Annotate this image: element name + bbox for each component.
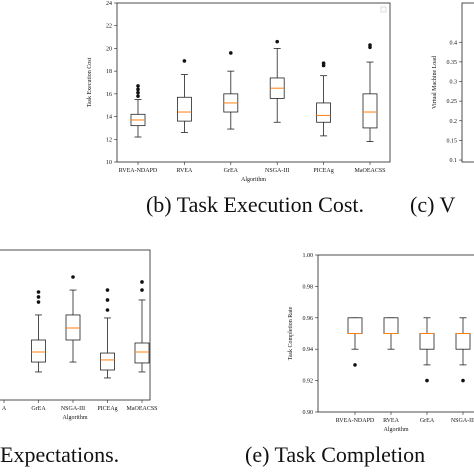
plot-frame [0,249,151,401]
subplot: 0.90 0.92 0.94 0.96 0.98 1.00 Task Completion … [245,253,474,467]
x-tick-label: RVEA-NDAPD [119,168,158,174]
outlier [36,290,41,294]
outlier [105,308,110,312]
y-axis-label: Task Completion Rate [288,306,294,360]
x-tick-label: PICEAg [313,168,333,174]
box [455,333,471,350]
box [316,102,332,123]
outlier [461,378,465,383]
box [347,317,363,334]
outlier [140,288,144,292]
y-tick-label: 0.25 [447,99,458,105]
y-tick-label: 0.2 [450,119,458,125]
caption: (c) V [410,192,456,217]
outlier [136,90,140,95]
x-axis-label: Algorithm [384,427,409,433]
y-axis-label: Task Execution Cost [87,57,93,107]
y-tick-label: 0.90 [303,410,314,416]
box [65,314,81,341]
y-tick-label: 0.1 [450,158,458,164]
box [383,317,399,334]
y-tick-label: 0.92 [303,379,314,385]
caption: (e) Task Completion [245,442,425,467]
x-tick-label: MaOEACSS [126,406,157,412]
y-tick-label: 0.94 [303,347,314,353]
subplot: 0.1 0.15 0.2 0.25 0.3 0.35 0.4 Virtual Machine … [410,2,474,217]
subplot: A GrEA NSGA-III PICEAg MaOEACSS Algorithm Expe… [0,249,158,467]
x-tick-label: RVEA [176,168,193,174]
y-tick-label: 0.15 [447,138,458,144]
outlier [275,39,280,44]
x-tick-label: GrEA [420,418,435,424]
plot-frame [116,2,391,163]
y-axis-label: Virtual Machine Load [432,56,438,109]
outlier [36,300,41,304]
outlier [36,295,41,299]
box [134,342,150,364]
x-tick-label: NSGA-III [61,406,85,412]
y-tick-label: 14 [106,115,112,121]
x-axis-label: Algorithm [63,415,88,421]
y-tick-label: 20 [106,46,112,52]
outlier [136,87,140,92]
x-tick-label: MaOEACSS [354,168,385,174]
y-tick-label: 0.98 [303,284,314,290]
y-tick-label: 0.35 [447,60,458,66]
y-tick-label: 0.4 [450,40,458,46]
x-tick-label: RVEA-NDAPD [336,418,375,424]
box [362,93,378,129]
box [31,339,46,363]
plot-frame [461,2,474,163]
y-tick-label: 12 [106,137,112,143]
outlier [105,288,110,292]
box [100,352,115,371]
x-tick-label: PICEAg [97,406,117,412]
outlier [182,59,187,63]
outlier [425,378,429,383]
legend-box [380,6,387,13]
y-tick-label: 0.96 [303,316,314,322]
x-tick-label: GrEA [31,406,46,412]
outlier [136,84,140,88]
outlier [368,43,372,47]
y-tick-label: 0.3 [450,80,458,86]
x-axis-label: Algorithm [241,177,266,183]
outlier [229,51,233,55]
subplot: 10 12 14 16 18 20 22 24 Task Execution Cost RVEA-… [87,1,391,217]
outlier [136,94,140,98]
x-tick-label: NSGA-III [265,168,289,174]
box [176,96,192,122]
outlier [140,280,144,284]
y-tick-label: 10 [106,160,112,166]
x-tick-label: RVEA [383,418,400,424]
outlier [321,61,326,65]
x-tick-label: GrEA [224,168,239,174]
y-tick-label: 16 [106,92,112,98]
caption: Expectations. [0,442,119,467]
plot-frame [317,254,474,413]
x-tick-label: NSGA-III [451,418,474,424]
y-tick-label: 18 [106,69,112,75]
outlier [105,298,110,302]
x-tick-label: A [2,406,7,412]
box [419,333,435,350]
y-tick-label: 22 [106,24,112,30]
y-tick-label: 24 [106,1,112,7]
outlier [71,275,75,279]
caption: (b) Task Execution Cost. [146,192,364,217]
outlier [353,363,357,367]
y-tick-label: 1.00 [303,253,314,259]
